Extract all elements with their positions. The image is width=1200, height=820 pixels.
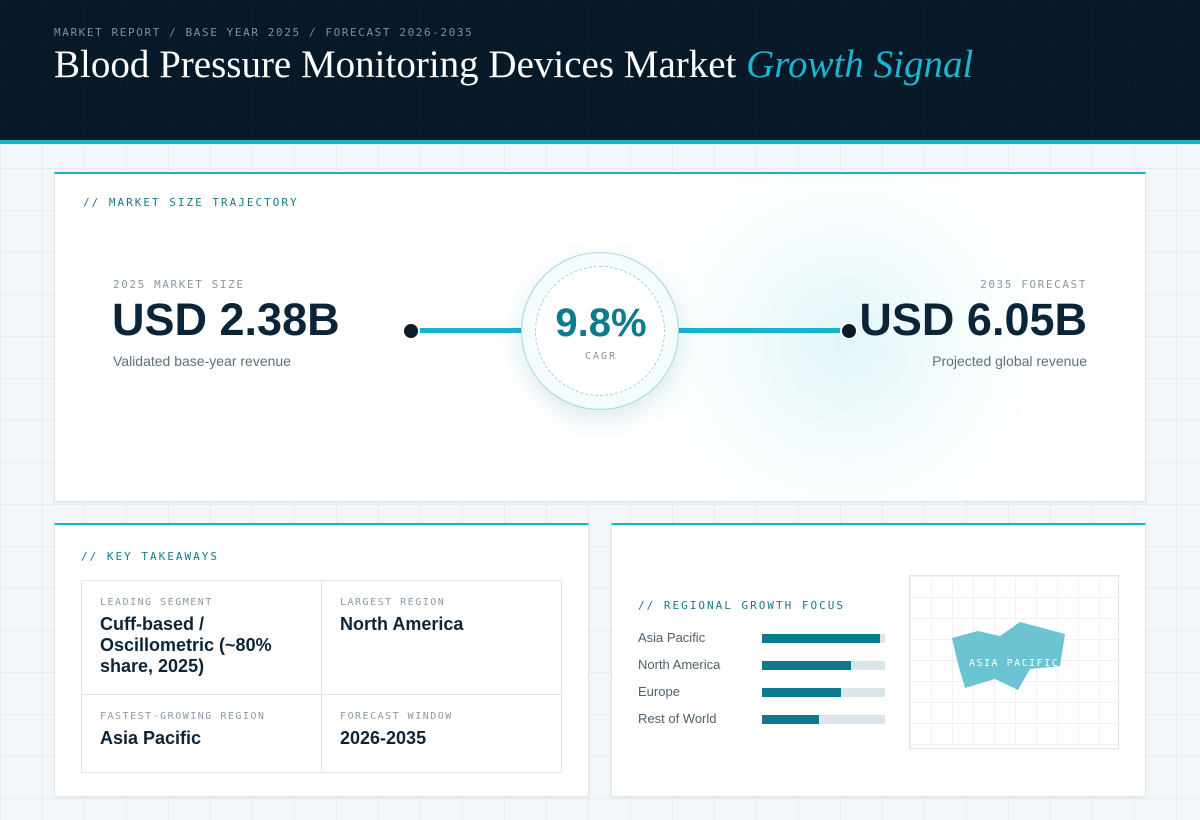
takeaways-grid: LEADING SEGMENT Cuff-based / Oscillometr… (81, 580, 562, 773)
takeaway-value: 2026-2035 (340, 728, 427, 748)
page-title: Blood Pressure Monitoring Devices Market… (54, 42, 973, 87)
takeaway-label: FORECAST WINDOW (340, 711, 453, 722)
start-point (402, 322, 420, 340)
report-header: MARKET REPORT / BASE YEAR 2025 / FORECAS… (0, 0, 1200, 144)
end-label: 2035 FORECAST (980, 278, 1087, 291)
trajectory-label: // MARKET SIZE TRAJECTORY (83, 196, 299, 209)
takeaway-forecast-window: FORECAST WINDOW 2026-2035 (340, 711, 545, 749)
title-main: Blood Pressure Monitoring Devices Market (54, 43, 737, 86)
bar-fill (762, 634, 881, 643)
bar-category-label: North America (638, 657, 721, 672)
start-label: 2025 MARKET SIZE (113, 278, 245, 291)
takeaways-label: // KEY TAKEAWAYS (81, 550, 219, 563)
takeaway-value: Asia Pacific (100, 728, 202, 748)
bar-track (762, 661, 885, 670)
cagr-label: CAGR (584, 351, 618, 362)
regional-card: // REGIONAL GROWTH FOCUS Asia Pacific Nor… (611, 523, 1146, 797)
bar-fill (762, 715, 819, 724)
bar-category-label: Asia Pacific (638, 630, 706, 645)
asia-pacific-map-icon: ASIA PACIFIC (952, 622, 1065, 690)
takeaway-fastest-region: FASTEST-GROWING REGION Asia Pacific (100, 711, 305, 749)
cagr-inner-ring: 9.8% CAGR (535, 266, 665, 396)
bar-track (762, 634, 885, 643)
start-value: USD 2.38B (112, 294, 340, 345)
trajectory-line-right (667, 328, 847, 333)
bar-track (762, 688, 885, 697)
report-kicker: MARKET REPORT / BASE YEAR 2025 / FORECAS… (54, 26, 474, 39)
regional-label: // REGIONAL GROWTH FOCUS (638, 599, 845, 612)
grid-divider-horizontal (82, 694, 561, 695)
trajectory-line-left (411, 328, 531, 333)
takeaway-leading-segment: LEADING SEGMENT Cuff-based / Oscillometr… (100, 597, 305, 677)
bar-fill (762, 661, 851, 670)
bar-category-label: Rest of World (638, 711, 717, 726)
end-value: USD 6.05B (859, 294, 1087, 345)
takeaway-label: LEADING SEGMENT (100, 597, 213, 608)
takeaway-label: LARGEST REGION (340, 597, 446, 608)
bar-track (762, 715, 885, 724)
takeaways-card: // KEY TAKEAWAYS LEADING SEGMENT Cuff-ba… (54, 523, 589, 797)
map-region-label: ASIA PACIFIC (969, 658, 1059, 669)
start-caption: Validated base-year revenue (113, 353, 291, 369)
takeaway-value: Cuff-based / Oscillometric (~80% share, … (100, 614, 272, 676)
end-point (840, 322, 858, 340)
takeaway-largest-region: LARGEST REGION North America (340, 597, 545, 635)
takeaway-label: FASTEST-GROWING REGION (100, 711, 266, 722)
end-caption: Projected global revenue (932, 353, 1087, 369)
bar-category-label: Europe (638, 684, 680, 699)
cagr-badge: 9.8% CAGR (521, 252, 679, 410)
bar-fill (762, 688, 841, 697)
trajectory-card: // MARKET SIZE TRAJECTORY 2025 MARKET SI… (54, 172, 1146, 502)
cagr-value: 9.8% (555, 301, 647, 345)
takeaway-value: North America (340, 614, 464, 634)
region-map: ASIA PACIFIC (909, 575, 1119, 749)
title-accent: Growth Signal (746, 43, 974, 86)
grid-divider-vertical (321, 581, 322, 772)
